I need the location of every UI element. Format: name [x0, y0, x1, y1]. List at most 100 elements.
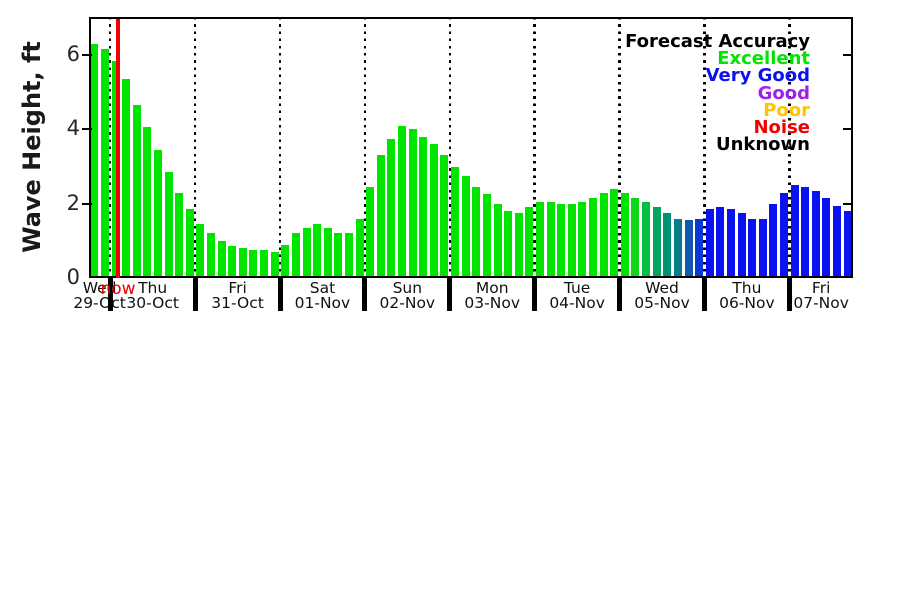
- day-boundary-line: [533, 17, 536, 278]
- wave-bar: [705, 209, 714, 278]
- wave-bar: [599, 192, 608, 278]
- wave-bar: [472, 186, 481, 278]
- weekday-label: Thu: [732, 279, 762, 297]
- day-boundary-line: [278, 17, 282, 278]
- wave-bar: [175, 192, 184, 278]
- date-label: 30-Oct: [126, 293, 179, 312]
- day-label: Wed 05-Nov: [634, 281, 690, 310]
- y-axis-title: Wave Height, ft: [18, 41, 46, 253]
- day-boundary-line: [363, 17, 367, 278]
- date-label: 02-Nov: [379, 293, 436, 312]
- wave-bar: [673, 218, 682, 278]
- wave-bar: [482, 194, 491, 278]
- y-tick-label: 2: [66, 190, 80, 215]
- legend-item-excellent: Excellent: [717, 48, 810, 70]
- wave-bar: [833, 205, 842, 278]
- wave-bar: [514, 212, 523, 278]
- day-label: Sun 02-Nov: [380, 281, 436, 310]
- y-tick-mark-right: [843, 202, 853, 205]
- wave-bar: [344, 233, 353, 278]
- weekday-label: Thu: [138, 279, 168, 297]
- wave-bar: [557, 203, 566, 278]
- wave-bar: [652, 207, 661, 278]
- y-tick-mark-right: [843, 54, 853, 56]
- wave-bar: [535, 201, 544, 278]
- wave-bar: [334, 233, 343, 278]
- y-tick-label: 6: [66, 42, 80, 67]
- date-label: 05-Nov: [634, 293, 690, 312]
- legend-item-poor: Poor: [763, 99, 810, 121]
- day-boundary-tick: [701, 278, 707, 311]
- wave-bar: [376, 155, 385, 278]
- wave-bar: [748, 218, 757, 278]
- day-label: Thu 06-Nov: [719, 281, 775, 310]
- wave-bar: [164, 172, 173, 278]
- wave-bar: [270, 251, 279, 278]
- forecast-accuracy-legend: Forecast Accuracy Excellent Very Good Good…: [625, 31, 810, 153]
- wave-bar: [589, 198, 598, 278]
- weekday-label: Mon: [475, 279, 509, 297]
- wave-bar: [790, 185, 799, 278]
- wave-bar: [185, 209, 194, 278]
- wave-bar: [461, 175, 470, 278]
- day-label: Thu 30-Oct: [126, 281, 179, 310]
- now-line: [115, 19, 120, 278]
- wave-bar: [546, 201, 555, 278]
- y-tick-label: 0: [66, 265, 80, 290]
- wave-bar: [122, 79, 131, 278]
- weekday-label: Tue: [563, 279, 591, 297]
- wave-bar: [302, 227, 311, 278]
- weekday-label: Fri: [228, 279, 247, 297]
- wave-bar: [801, 186, 810, 278]
- wave-bar: [610, 188, 619, 278]
- day-boundary-tick: [532, 278, 538, 311]
- legend-item-very-good: Very Good: [705, 65, 810, 87]
- wave-bar: [143, 127, 152, 278]
- wave-bar: [843, 211, 852, 278]
- wave-bar: [387, 138, 396, 278]
- wave-bar: [716, 207, 725, 278]
- date-label: 29-Oct: [73, 293, 126, 312]
- wave-bar: [525, 207, 534, 278]
- wave-bar: [822, 198, 831, 278]
- wave-bar: [780, 192, 789, 278]
- y-tick-mark-left: [82, 128, 92, 131]
- date-label: 06-Nov: [719, 293, 775, 312]
- wave-bar: [228, 246, 237, 278]
- date-label: 01-Nov: [294, 293, 351, 312]
- wave-bar: [620, 192, 629, 278]
- wave-bar: [737, 212, 746, 278]
- day-boundary-line: [193, 17, 197, 278]
- day-boundary-tick: [447, 278, 453, 311]
- wave-bar: [281, 244, 290, 278]
- wave-bar: [429, 144, 438, 278]
- wave-bar: [217, 240, 226, 278]
- day-boundary-line: [109, 17, 112, 278]
- wave-bar: [726, 209, 735, 278]
- day-boundary-tick: [277, 278, 283, 311]
- wave-bar: [578, 201, 587, 278]
- date-label: 07-Nov: [793, 293, 849, 312]
- day-boundary-line: [703, 17, 706, 278]
- wave-bar: [100, 49, 109, 278]
- day-boundary-line: [448, 17, 451, 278]
- wave-bar: [398, 125, 407, 278]
- day-boundary-tick: [362, 278, 368, 311]
- y-tick-mark-right: [843, 128, 853, 131]
- y-tick-label: 4: [66, 116, 80, 141]
- wave-bar: [132, 105, 141, 278]
- wave-bar: [260, 250, 269, 278]
- wave-bar: [758, 218, 767, 278]
- wave-bar: [291, 233, 300, 278]
- day-boundary-tick: [192, 278, 198, 311]
- wave-bar: [238, 248, 247, 278]
- weekday-label: Wed: [645, 279, 679, 297]
- wave-bar: [493, 203, 502, 278]
- day-label: Fri 07-Nov: [793, 281, 849, 310]
- day-boundary-tick: [617, 278, 623, 311]
- legend-title: Forecast Accuracy: [625, 31, 810, 52]
- weekday-label: Fri: [811, 279, 831, 297]
- day-boundary-tick: [107, 278, 113, 311]
- wave-bar: [249, 250, 258, 278]
